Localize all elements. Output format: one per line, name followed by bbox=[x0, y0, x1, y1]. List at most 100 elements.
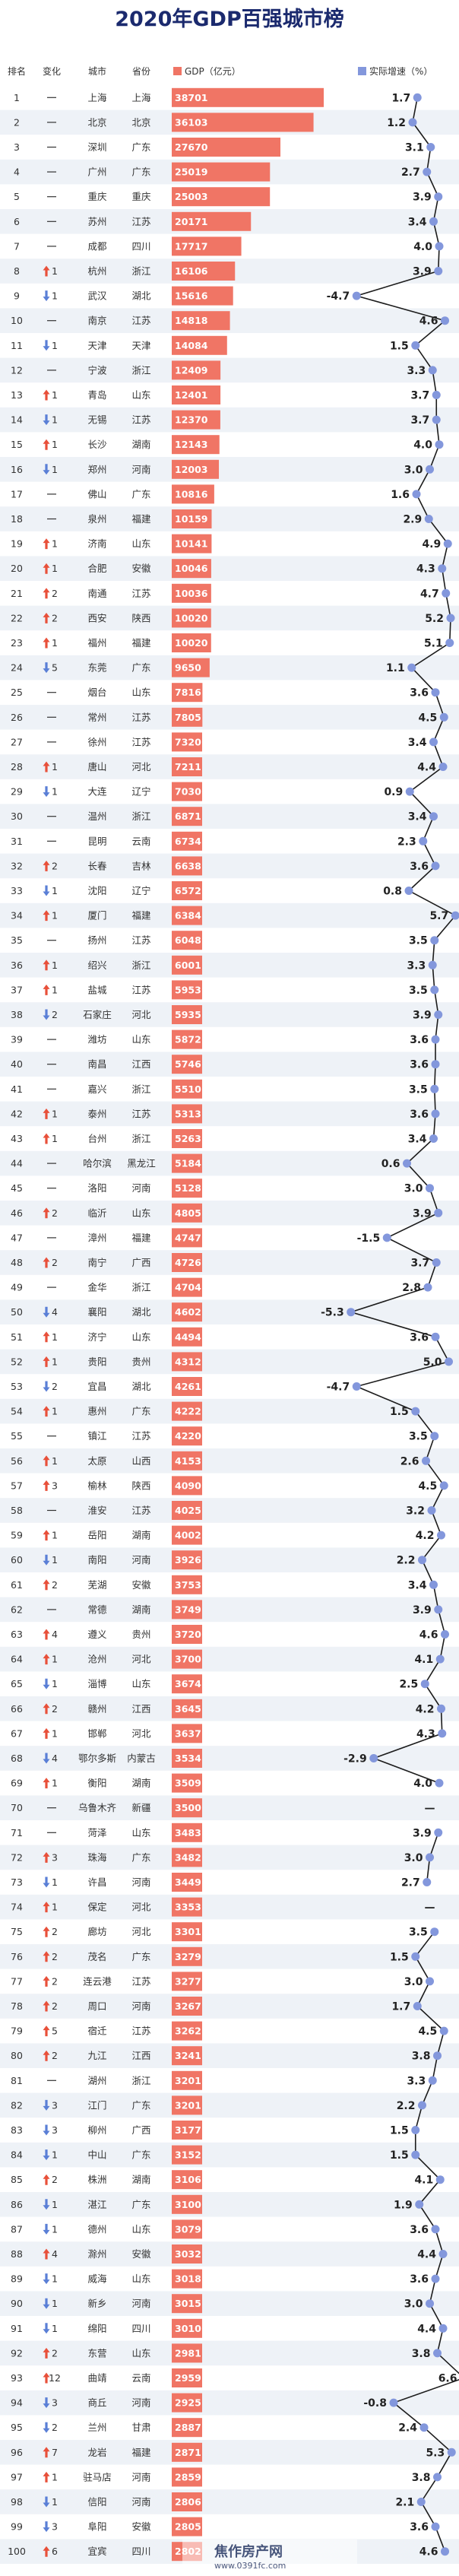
growth-point bbox=[415, 2200, 424, 2209]
gdp-bar bbox=[172, 236, 242, 256]
growth-point bbox=[412, 490, 421, 499]
table-row: 99 3 阜阳 安徽 2805 bbox=[11, 2517, 202, 2536]
row-stripe bbox=[0, 655, 459, 680]
table-row: 56 1 太原 山西 4153 bbox=[0, 1448, 459, 1474]
rank-change-value: 1 bbox=[52, 885, 58, 896]
city-name: 盐城 bbox=[87, 984, 107, 995]
rank-up-arrow-icon bbox=[43, 1975, 50, 1987]
growth-point bbox=[438, 763, 448, 771]
growth-label: 3.6 bbox=[410, 2224, 429, 2236]
rank-value: 64 bbox=[11, 1654, 23, 1665]
growth-point bbox=[437, 1704, 445, 1713]
table-row: 35 扬州 江苏 6048 bbox=[11, 931, 202, 950]
rank-down-arrow-icon bbox=[43, 1381, 50, 1392]
rank-value: 31 bbox=[11, 836, 23, 847]
row-stripe bbox=[0, 1894, 459, 1920]
growth-point bbox=[439, 712, 448, 722]
gdp-value: 20171 bbox=[175, 216, 208, 227]
growth-label: 6.6 bbox=[438, 2373, 457, 2385]
table-row: 54 1 惠州 广东 4222 bbox=[0, 1398, 459, 1424]
city-name: 石家庄 bbox=[83, 1009, 112, 1020]
city-name: 扬州 bbox=[87, 934, 106, 946]
growth-label: 4.9 bbox=[422, 538, 441, 550]
city-name: 东营 bbox=[87, 2347, 106, 2359]
growth-label: 3.8 bbox=[412, 2472, 431, 2484]
row-stripe bbox=[0, 1994, 459, 2019]
table-row: 2 北京 北京 36103 bbox=[0, 109, 459, 135]
rank-change-value: 6 bbox=[52, 2546, 58, 2557]
gdp-bar bbox=[172, 1327, 202, 1347]
rank-value: 84 bbox=[11, 2149, 23, 2161]
gdp-bar bbox=[172, 1649, 202, 1669]
row-stripe bbox=[0, 1299, 459, 1324]
city-name: 赣州 bbox=[87, 1703, 106, 1715]
province-name: 广东 bbox=[131, 167, 150, 178]
growth-point bbox=[422, 1456, 430, 1465]
growth-label: 1.5 bbox=[390, 340, 409, 352]
province-name: 山东 bbox=[131, 538, 150, 550]
rank-up-arrow-icon bbox=[43, 1579, 50, 1591]
gdp-bar bbox=[172, 1253, 202, 1272]
city-name: 宜昌 bbox=[87, 1381, 106, 1392]
rank-up-arrow-icon bbox=[43, 2447, 50, 2458]
growth-label: 3.6 bbox=[410, 687, 429, 700]
city-name: 连云港 bbox=[83, 1975, 112, 1987]
rank-change-value: 3 bbox=[52, 2397, 58, 2409]
city-name: 衡阳 bbox=[87, 1778, 106, 1789]
gdp-value: 6048 bbox=[175, 934, 201, 946]
row-stripe bbox=[0, 2390, 459, 2416]
gdp-bar bbox=[172, 1600, 202, 1620]
table-row: 17 佛山 广东 10816 bbox=[11, 484, 214, 504]
gdp-value: 3720 bbox=[175, 1629, 201, 1640]
city-name: 湛江 bbox=[87, 2199, 106, 2210]
growth-label: 4.6 bbox=[419, 316, 438, 328]
growth-label: 3.9 bbox=[413, 1604, 432, 1616]
table-row: 12 宁波 浙江 12409 bbox=[0, 357, 459, 383]
gdp-bar bbox=[172, 559, 211, 579]
rank-value: 63 bbox=[11, 1629, 23, 1640]
province-name: 江苏 bbox=[131, 712, 150, 723]
growth-label: 0.8 bbox=[383, 886, 402, 898]
province-name: 陕西 bbox=[131, 612, 150, 623]
table-row: 7 成都 四川 17717 bbox=[14, 236, 242, 256]
gdp-value: 5263 bbox=[175, 1133, 201, 1144]
row-stripe bbox=[0, 457, 459, 482]
rank-up-arrow-icon bbox=[43, 1951, 50, 1962]
province-name: 广东 bbox=[131, 1851, 150, 1863]
city-name: 无锡 bbox=[87, 414, 106, 426]
city-name: 唐山 bbox=[87, 761, 106, 772]
gdp-bar bbox=[172, 1377, 202, 1396]
gdp-bar bbox=[172, 2368, 202, 2387]
growth-point bbox=[434, 1605, 443, 1614]
province-name: 河南 bbox=[131, 1554, 150, 1566]
rank-value: 79 bbox=[11, 2026, 23, 2037]
table-row: 96 7 龙岩 福建 2871 bbox=[0, 2440, 459, 2465]
rank-change-value: 1 bbox=[52, 1133, 58, 1144]
city-name: 昆明 bbox=[87, 836, 106, 847]
growth-point bbox=[428, 960, 437, 969]
city-name: 芜湖 bbox=[87, 1579, 106, 1591]
watermark: 焦作房产网 www.0391fc.com bbox=[182, 2540, 357, 2571]
growth-point bbox=[431, 688, 440, 697]
rank-value: 61 bbox=[11, 1579, 23, 1591]
growth-point bbox=[428, 2076, 437, 2085]
province-name: 江苏 bbox=[131, 934, 150, 946]
growth-label: 4.3 bbox=[416, 563, 435, 576]
gdp-value: 3449 bbox=[175, 1876, 201, 1888]
growth-point bbox=[429, 812, 438, 821]
table-row: 87 1 德州 山东 3079 bbox=[11, 2219, 202, 2239]
city-name: 长春 bbox=[87, 860, 107, 871]
table-row: 4 广州 广东 25019 bbox=[0, 159, 459, 185]
gdp-value: 3753 bbox=[175, 1579, 201, 1591]
growth-label: 5.7 bbox=[429, 910, 448, 922]
province-name: 河南 bbox=[131, 2000, 150, 2012]
growth-point bbox=[429, 738, 438, 747]
city-name: 阜阳 bbox=[87, 2521, 106, 2533]
province-name: 广东 bbox=[131, 141, 150, 153]
growth-label: -1.5 bbox=[357, 1232, 381, 1245]
rank-change-value: 12 bbox=[49, 2372, 61, 2384]
rank-down-arrow-icon bbox=[43, 2323, 50, 2334]
gdp-value: 3152 bbox=[175, 2149, 201, 2161]
gdp-bar bbox=[172, 1848, 202, 1867]
gdp-bar bbox=[172, 113, 314, 132]
